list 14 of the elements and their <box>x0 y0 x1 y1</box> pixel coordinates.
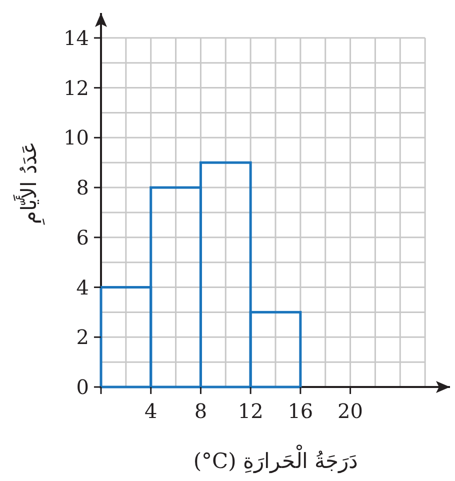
y-tick-label: 8 <box>76 176 89 200</box>
y-tick-label: 0 <box>76 375 89 399</box>
y-tick-label: 10 <box>64 126 89 150</box>
x-tick-label: 16 <box>288 399 314 423</box>
x-tick-label: 8 <box>194 399 208 423</box>
y-tick-label: 6 <box>76 225 89 250</box>
y-tick-label: 14 <box>64 26 89 50</box>
y-tick-label: 2 <box>76 325 89 350</box>
y-tick-label: 12 <box>64 76 89 100</box>
x-tick-label: 4 <box>144 399 158 423</box>
y-axis-title: عَدَدُ الأَيّامِ <box>13 141 45 225</box>
x-tick-label: 20 <box>338 399 364 423</box>
y-tick-label: 4 <box>76 275 89 300</box>
x-tick-label: 12 <box>238 399 264 423</box>
